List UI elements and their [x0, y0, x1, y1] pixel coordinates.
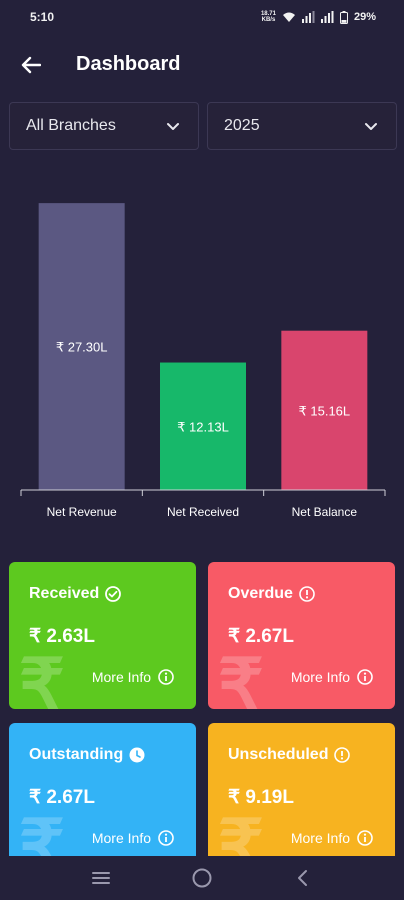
info-icon [158, 830, 174, 846]
unscheduled-card[interactable]: ₹ Unscheduled ₹ 9.19L More Info [208, 723, 395, 870]
info-icon [357, 669, 373, 685]
arrow-left-icon [21, 56, 41, 74]
chart-tick-label: Net Revenue [47, 505, 117, 519]
clock-icon [129, 747, 145, 763]
chart-data-label: ₹ 12.13L [177, 419, 229, 434]
card-title: Received [29, 585, 122, 603]
outstanding-card[interactable]: ₹ Outstanding ₹ 2.67L More Info [9, 723, 196, 870]
card-value: ₹ 2.67L [228, 626, 294, 647]
card-value: ₹ 9.19L [228, 787, 294, 808]
branch-dropdown-value: All Branches [26, 117, 116, 134]
check-circle-icon [105, 586, 122, 602]
back-chevron-icon [298, 870, 308, 886]
status-bar: 5:10 18.71 KB/s 29% [0, 0, 404, 34]
more-info-link[interactable]: More Info [291, 669, 373, 685]
branch-dropdown[interactable]: All Branches [9, 102, 199, 150]
card-title: Overdue [228, 585, 315, 603]
year-dropdown-value: 2025 [224, 117, 260, 134]
battery-level: 29% [353, 11, 376, 23]
chart-bar [38, 203, 125, 490]
alert-circle-icon [299, 586, 315, 602]
chart-bar [281, 330, 368, 490]
back-button[interactable] [16, 50, 46, 80]
page-title: Dashboard [76, 53, 181, 75]
more-info-link[interactable]: More Info [291, 830, 373, 846]
net-speed: 18.71 KB/s [260, 11, 276, 23]
alert-circle-icon [334, 747, 351, 763]
status-icons: 18.71 KB/s 29% [260, 10, 376, 24]
wifi-icon [282, 12, 295, 22]
info-icon [357, 830, 373, 846]
chart-tick-label: Net Received [167, 505, 239, 519]
info-icon [158, 669, 174, 685]
home-circle-icon [192, 868, 212, 888]
chart-data-label: ₹ 27.30L [56, 340, 108, 355]
menu-icon [91, 872, 110, 884]
overdue-card[interactable]: ₹ Overdue ₹ 2.67L More Info [208, 562, 395, 709]
system-back-button[interactable] [283, 863, 323, 893]
chart-data-label: ₹ 15.16L [299, 403, 351, 418]
more-info-link[interactable]: More Info [92, 830, 174, 846]
chart-tick-label: Net Balance [292, 505, 358, 519]
status-time: 5:10 [30, 10, 55, 24]
chevron-down-icon [167, 123, 179, 130]
rupee-watermark-icon: ₹ [218, 646, 264, 709]
app-bar: Dashboard [0, 42, 404, 88]
recent-apps-button[interactable] [81, 863, 121, 893]
more-info-link[interactable]: More Info [92, 669, 174, 685]
card-value: ₹ 2.63L [29, 626, 95, 647]
card-value: ₹ 2.67L [29, 787, 95, 808]
signal-icon [320, 11, 334, 23]
chart-bar [160, 362, 246, 490]
home-button[interactable] [182, 863, 222, 893]
bar-chart-svg: ₹ 27.30L Net Revenue ₹ 12.13L Net Received ₹… [20, 203, 386, 519]
signal-icon [301, 11, 315, 23]
card-title: Unscheduled [228, 746, 351, 764]
chevron-down-icon [365, 123, 377, 130]
battery-icon [339, 10, 348, 24]
rupee-watermark-icon: ₹ [19, 646, 65, 709]
system-nav-bar [0, 856, 404, 900]
received-card[interactable]: ₹ Received ₹ 2.63L More Info [9, 562, 196, 709]
card-title: Outstanding [29, 746, 145, 764]
year-dropdown[interactable]: 2025 [207, 102, 397, 150]
bar-chart: ₹ 27.30L Net Revenue ₹ 12.13L Net Received ₹… [0, 160, 404, 530]
